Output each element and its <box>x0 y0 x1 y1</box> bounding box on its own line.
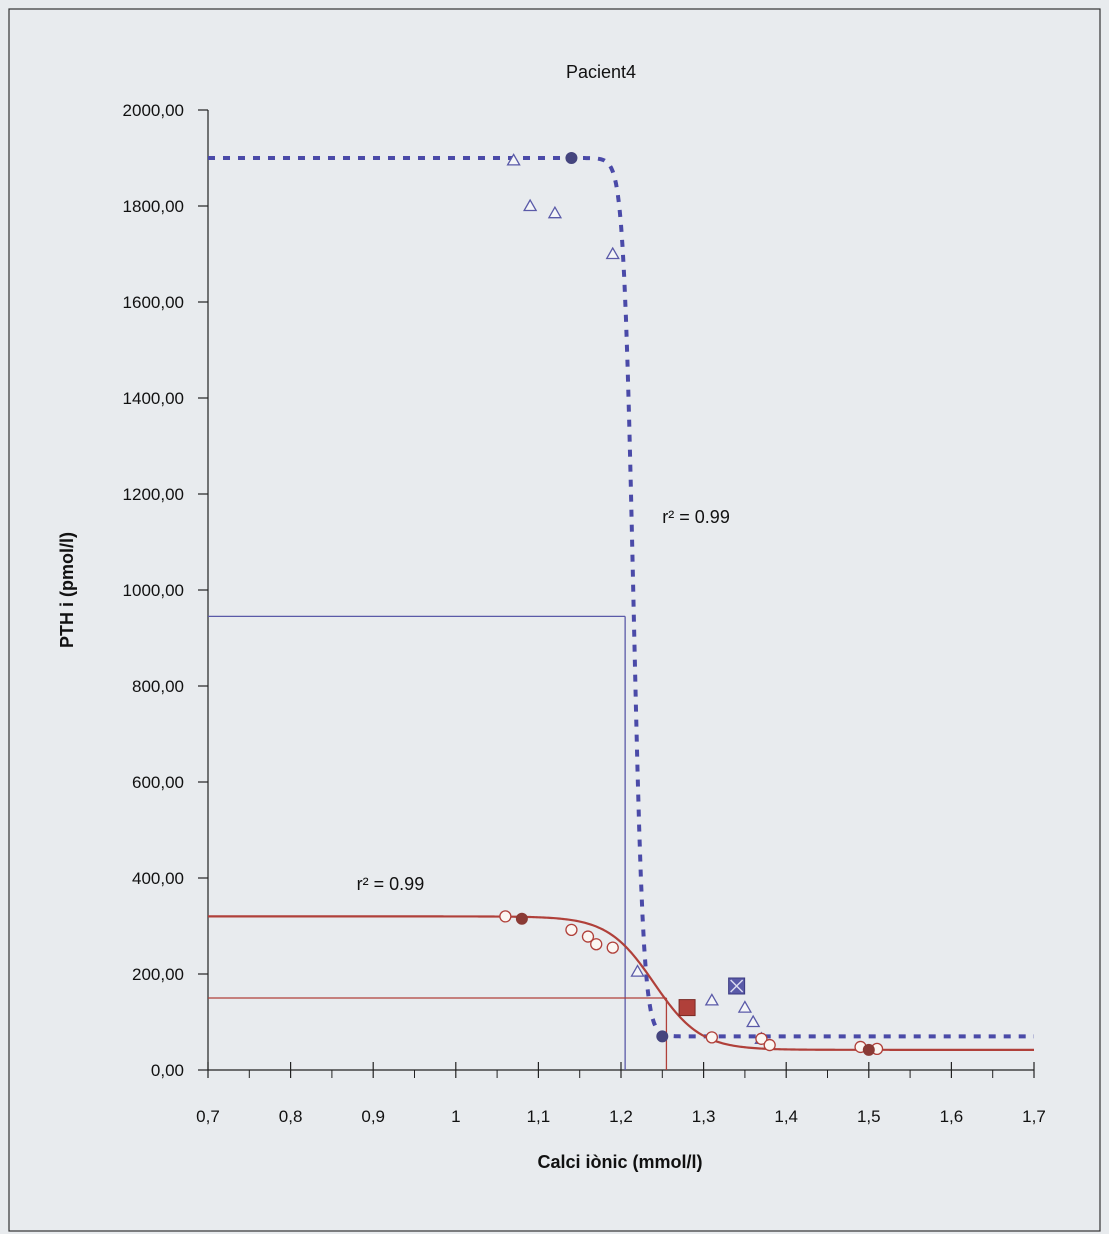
axes: 0,00 200,00 400,00 600,00 800,00 1000,00 1200,… <box>123 101 1046 1126</box>
r2-annotation-blue: r² = 0.99 <box>662 507 730 527</box>
open-circle-point <box>590 938 603 951</box>
x-tick-label: 1,2 <box>609 1107 633 1126</box>
triangle-point <box>704 993 719 1006</box>
x-tick-label: 0,8 <box>279 1107 303 1126</box>
chart-frame <box>8 8 1101 1232</box>
triangle-point <box>605 246 620 260</box>
x-tick-label: 0,7 <box>196 1107 220 1126</box>
open-circle-point <box>705 1031 719 1044</box>
y-tick-label: 1800,00 <box>123 197 184 216</box>
y-tick-label: 1600,00 <box>123 293 184 312</box>
fit-curve-solid <box>208 915 1034 1051</box>
square-point <box>678 999 696 1017</box>
r2-annotation-red: r² = 0.99 <box>357 874 425 894</box>
y-axis-label: PTH i (pmol/l) <box>57 532 77 648</box>
fit-curves <box>208 156 1034 1051</box>
open-circle-point <box>763 1038 776 1052</box>
y-tick-label: 600,00 <box>132 773 184 792</box>
x-tick-label: 1 <box>451 1107 460 1126</box>
open-circle-point <box>606 941 619 954</box>
open-circle-point <box>581 930 595 943</box>
y-tick-label: 2000,00 <box>123 101 184 120</box>
filled-circle-point <box>565 152 578 164</box>
square-x-cross <box>730 979 744 993</box>
triangle-point <box>746 1014 761 1028</box>
triangle-point <box>547 205 563 219</box>
x-tick-label: 1,5 <box>857 1107 881 1126</box>
y-tick-label: 200,00 <box>132 965 184 984</box>
y-tick-label: 1200,00 <box>123 485 184 504</box>
x-axis-label: Calci iònic (mmol/l) <box>537 1152 702 1172</box>
open-circle-point <box>755 1032 768 1045</box>
filled-circle-point <box>862 1043 875 1056</box>
x-tick-label: 1,6 <box>940 1107 964 1126</box>
y-tick-label: 800,00 <box>132 677 184 696</box>
y-tick-label: 400,00 <box>132 869 184 888</box>
open-circle-point <box>499 910 512 923</box>
triangle-point <box>506 153 521 166</box>
x-tick-label: 0,9 <box>361 1107 385 1126</box>
y-tick-label: 1000,00 <box>123 581 184 600</box>
x-tick-label: 1,3 <box>692 1107 716 1126</box>
fit-curve-dashed <box>208 156 1034 1039</box>
triangle-point <box>523 198 538 212</box>
open-circle-point <box>565 923 578 936</box>
triangle-point <box>630 964 645 977</box>
x-tick-label: 1,4 <box>774 1107 798 1126</box>
x-tick-label: 1,7 <box>1022 1107 1046 1126</box>
labels: Pacient4 Calci iònic (mmol/l) PTH i (pmo… <box>57 62 730 1172</box>
data-points <box>499 152 884 1056</box>
y-tick-label: 1400,00 <box>123 389 184 408</box>
y-tick-label: 0,00 <box>151 1061 184 1080</box>
triangle-point <box>737 1000 753 1013</box>
filled-circle-point <box>515 912 528 925</box>
x-tick-label: 1,1 <box>527 1107 551 1126</box>
chart-title: Pacient4 <box>566 62 636 82</box>
filled-circle-point <box>656 1030 669 1043</box>
